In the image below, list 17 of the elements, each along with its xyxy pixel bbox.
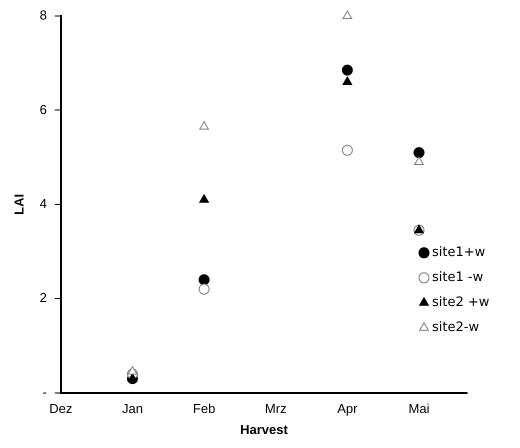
y-tick-label: 2 (40, 290, 47, 306)
y-tick-label: 8 (40, 8, 47, 23)
y-tick-label: 4 (40, 196, 47, 211)
x-tick-label: Dez (49, 401, 72, 416)
x-tick-label: Feb (192, 401, 216, 416)
legend-label: site2 +w (432, 295, 490, 310)
y-tick-label: 6 (40, 102, 47, 117)
legend-label: site2-w (432, 320, 480, 336)
y-axis-title: LAI (11, 194, 26, 215)
legend-label: site1 -w (432, 270, 484, 286)
x-tick-label: Mrz (264, 401, 287, 416)
y-tick-label: - (42, 384, 47, 400)
x-tick-label: Mai (408, 401, 430, 416)
x-axis-title: Harvest (240, 422, 288, 437)
x-tick-label: Jan (122, 401, 143, 416)
legend-label: site1+w (432, 245, 486, 260)
x-tick-label: Apr (337, 401, 358, 416)
